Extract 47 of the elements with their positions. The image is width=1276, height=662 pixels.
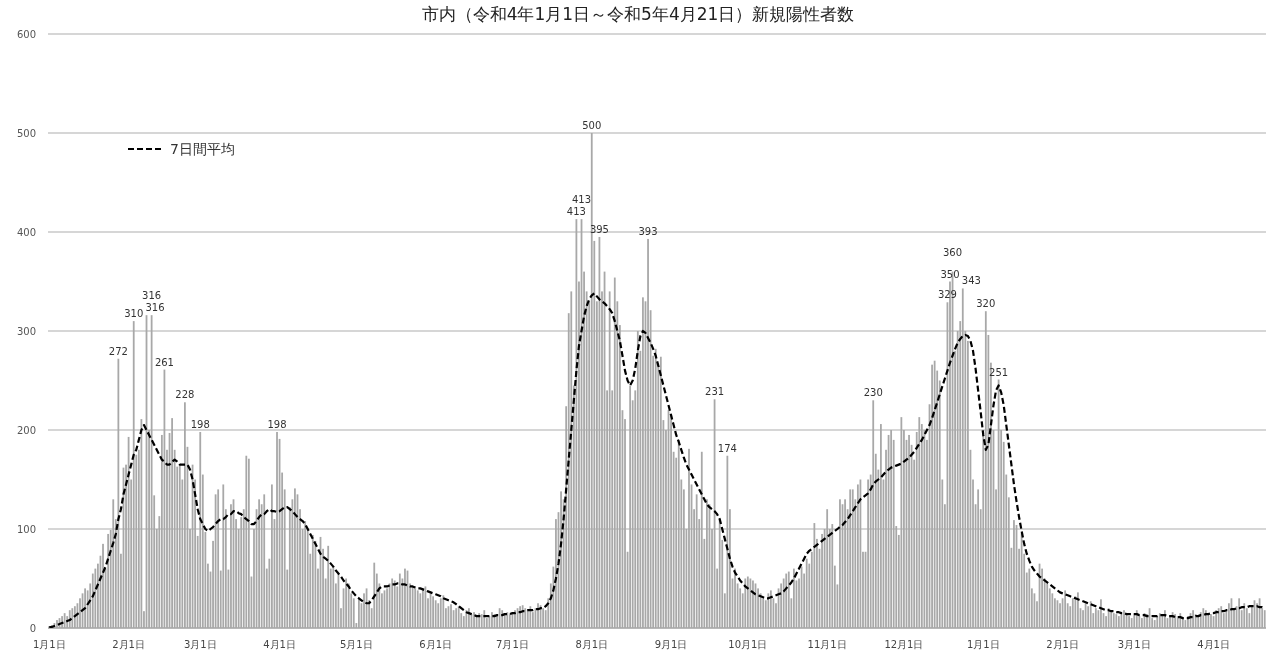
data-label: 230 — [863, 387, 883, 399]
y-tick-label: 200 — [16, 425, 36, 436]
data-label: 261 — [154, 356, 174, 368]
x-tick-label: 3月1日 — [1117, 639, 1151, 650]
data-label: 343 — [961, 275, 981, 287]
data-label: 198 — [267, 418, 287, 430]
y-tick-label: 600 — [16, 29, 36, 40]
x-tick-label: 5月1日 — [339, 639, 373, 650]
data-label: 310 — [124, 308, 144, 320]
data-label: 251 — [989, 366, 1009, 378]
legend-label: 7日間平均 — [170, 141, 235, 157]
data-label: 393 — [638, 225, 658, 237]
data-label: 320 — [976, 298, 996, 310]
x-tick-label: 2月1日 — [1046, 639, 1079, 650]
data-label: 413 — [566, 206, 586, 218]
data-label: 316 — [145, 302, 165, 314]
x-tick-label: 8月1日 — [575, 639, 609, 650]
x-tick-label: 4月1日 — [263, 639, 296, 650]
chart-title: 市内（令和4年1月1日～令和5年4月21日）新規陽性者数 — [421, 4, 855, 24]
data-label: 360 — [943, 246, 963, 258]
data-label: 395 — [589, 223, 609, 235]
x-tick-label: 1月1日 — [966, 639, 1000, 650]
x-tick-label: 3月1日 — [183, 639, 217, 650]
data-label: 272 — [108, 345, 128, 357]
y-tick-label: 400 — [16, 227, 36, 238]
x-tick-label: 9月1日 — [654, 639, 688, 650]
data-label: 228 — [175, 389, 195, 401]
data-label: 329 — [937, 289, 957, 301]
data-label: 413 — [571, 194, 592, 206]
x-tick-label: 10月1日 — [728, 639, 768, 650]
x-tick-label: 1月1日 — [32, 639, 66, 650]
data-label: 316 — [142, 290, 162, 302]
x-tick-label: 6月1日 — [419, 639, 453, 650]
data-label: 198 — [190, 418, 210, 430]
y-tick-label: 0 — [29, 623, 36, 634]
y-tick-label: 100 — [16, 524, 36, 535]
data-label: 231 — [705, 386, 725, 398]
data-label: 350 — [940, 268, 960, 280]
x-tick-label: 11月1日 — [807, 639, 847, 650]
data-label: 174 — [717, 442, 737, 454]
data-label: 500 — [582, 120, 602, 131]
x-tick-label: 2月1日 — [112, 639, 145, 650]
x-tick-label: 7月1日 — [496, 639, 529, 650]
y-tick-label: 500 — [16, 128, 36, 139]
x-tick-label: 4月1日 — [1197, 639, 1230, 650]
y-tick-label: 300 — [16, 326, 36, 337]
x-tick-label: 12月1日 — [884, 639, 924, 650]
